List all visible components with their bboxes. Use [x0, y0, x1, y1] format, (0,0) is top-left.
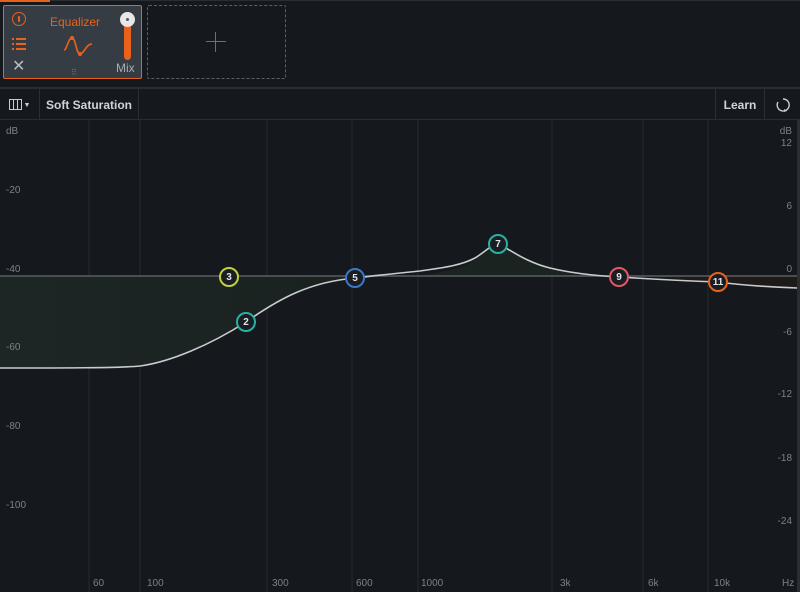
- eq-graph[interactable]: dB -20 -40 -60 -80 -100 dB 12 6 0 -6 -12…: [0, 120, 800, 592]
- equalizer-module[interactable]: ✕ Equalizer ⠿ Mix: [3, 5, 142, 79]
- top-divider: [50, 0, 800, 1]
- right-axis-tick: -12: [777, 389, 792, 400]
- right-axis-unit: dB: [779, 126, 792, 137]
- left-axis-tick: -80: [6, 421, 21, 432]
- right-axis-tick: -6: [783, 327, 792, 338]
- mix-label: Mix: [116, 61, 135, 75]
- learn-button[interactable]: Learn: [715, 89, 765, 120]
- close-icon[interactable]: ✕: [12, 58, 26, 75]
- module-chain: ✕ Equalizer ⠿ Mix: [0, 2, 800, 88]
- view-mode-button[interactable]: ▼: [0, 89, 40, 120]
- list-icon[interactable]: [12, 38, 26, 50]
- freq-unit: Hz: [782, 578, 795, 589]
- active-tab-indicator: [0, 0, 50, 2]
- left-axis-tick: -100: [6, 500, 27, 511]
- grip-icon[interactable]: ⠿: [71, 68, 77, 77]
- toolbar: ▼ Soft Saturation Learn: [0, 88, 800, 120]
- left-axis-tick: -40: [6, 264, 21, 275]
- graph-right-border: [797, 120, 800, 592]
- reset-icon: [776, 97, 790, 112]
- eq-node-3[interactable]: 3: [219, 267, 239, 287]
- eq-node-11[interactable]: 11: [708, 272, 728, 292]
- power-icon[interactable]: [12, 12, 26, 26]
- left-axis-unit: dB: [6, 126, 19, 137]
- right-axis-tick: 0: [786, 264, 792, 275]
- right-axis-tick: -18: [777, 453, 792, 464]
- reset-button[interactable]: [765, 89, 800, 120]
- add-module-slot[interactable]: [147, 5, 286, 79]
- mix-slider-knob[interactable]: [120, 12, 135, 27]
- freq-tick: 60: [93, 578, 105, 589]
- freq-tick: 600: [356, 578, 373, 589]
- mix-slider-track[interactable]: [124, 16, 131, 60]
- chevron-down-icon: ▼: [23, 102, 31, 109]
- freq-tick: 300: [272, 578, 289, 589]
- left-axis-tick: -60: [6, 342, 21, 353]
- module-title: Equalizer: [50, 15, 101, 29]
- preset-name[interactable]: Soft Saturation: [40, 89, 139, 120]
- right-axis-tick: 6: [786, 201, 792, 212]
- freq-tick: 100: [147, 578, 164, 589]
- right-axis-tick: 12: [780, 138, 792, 149]
- eq-node-9[interactable]: 9: [609, 267, 629, 287]
- plus-icon: [206, 32, 226, 52]
- eq-node-7[interactable]: 7: [488, 234, 508, 254]
- eq-node-5[interactable]: 5: [345, 268, 365, 288]
- right-axis-tick: -24: [777, 516, 792, 527]
- columns-icon: [8, 99, 22, 110]
- freq-tick: 10k: [714, 578, 731, 589]
- left-axis-tick: -20: [6, 185, 21, 196]
- eq-node-2[interactable]: 2: [236, 312, 256, 332]
- eq-curve-icon: [63, 36, 93, 56]
- eq-curve-canvas[interactable]: [0, 120, 800, 592]
- freq-tick: 1000: [421, 578, 444, 589]
- freq-tick: 3k: [560, 578, 571, 589]
- freq-tick: 6k: [648, 578, 659, 589]
